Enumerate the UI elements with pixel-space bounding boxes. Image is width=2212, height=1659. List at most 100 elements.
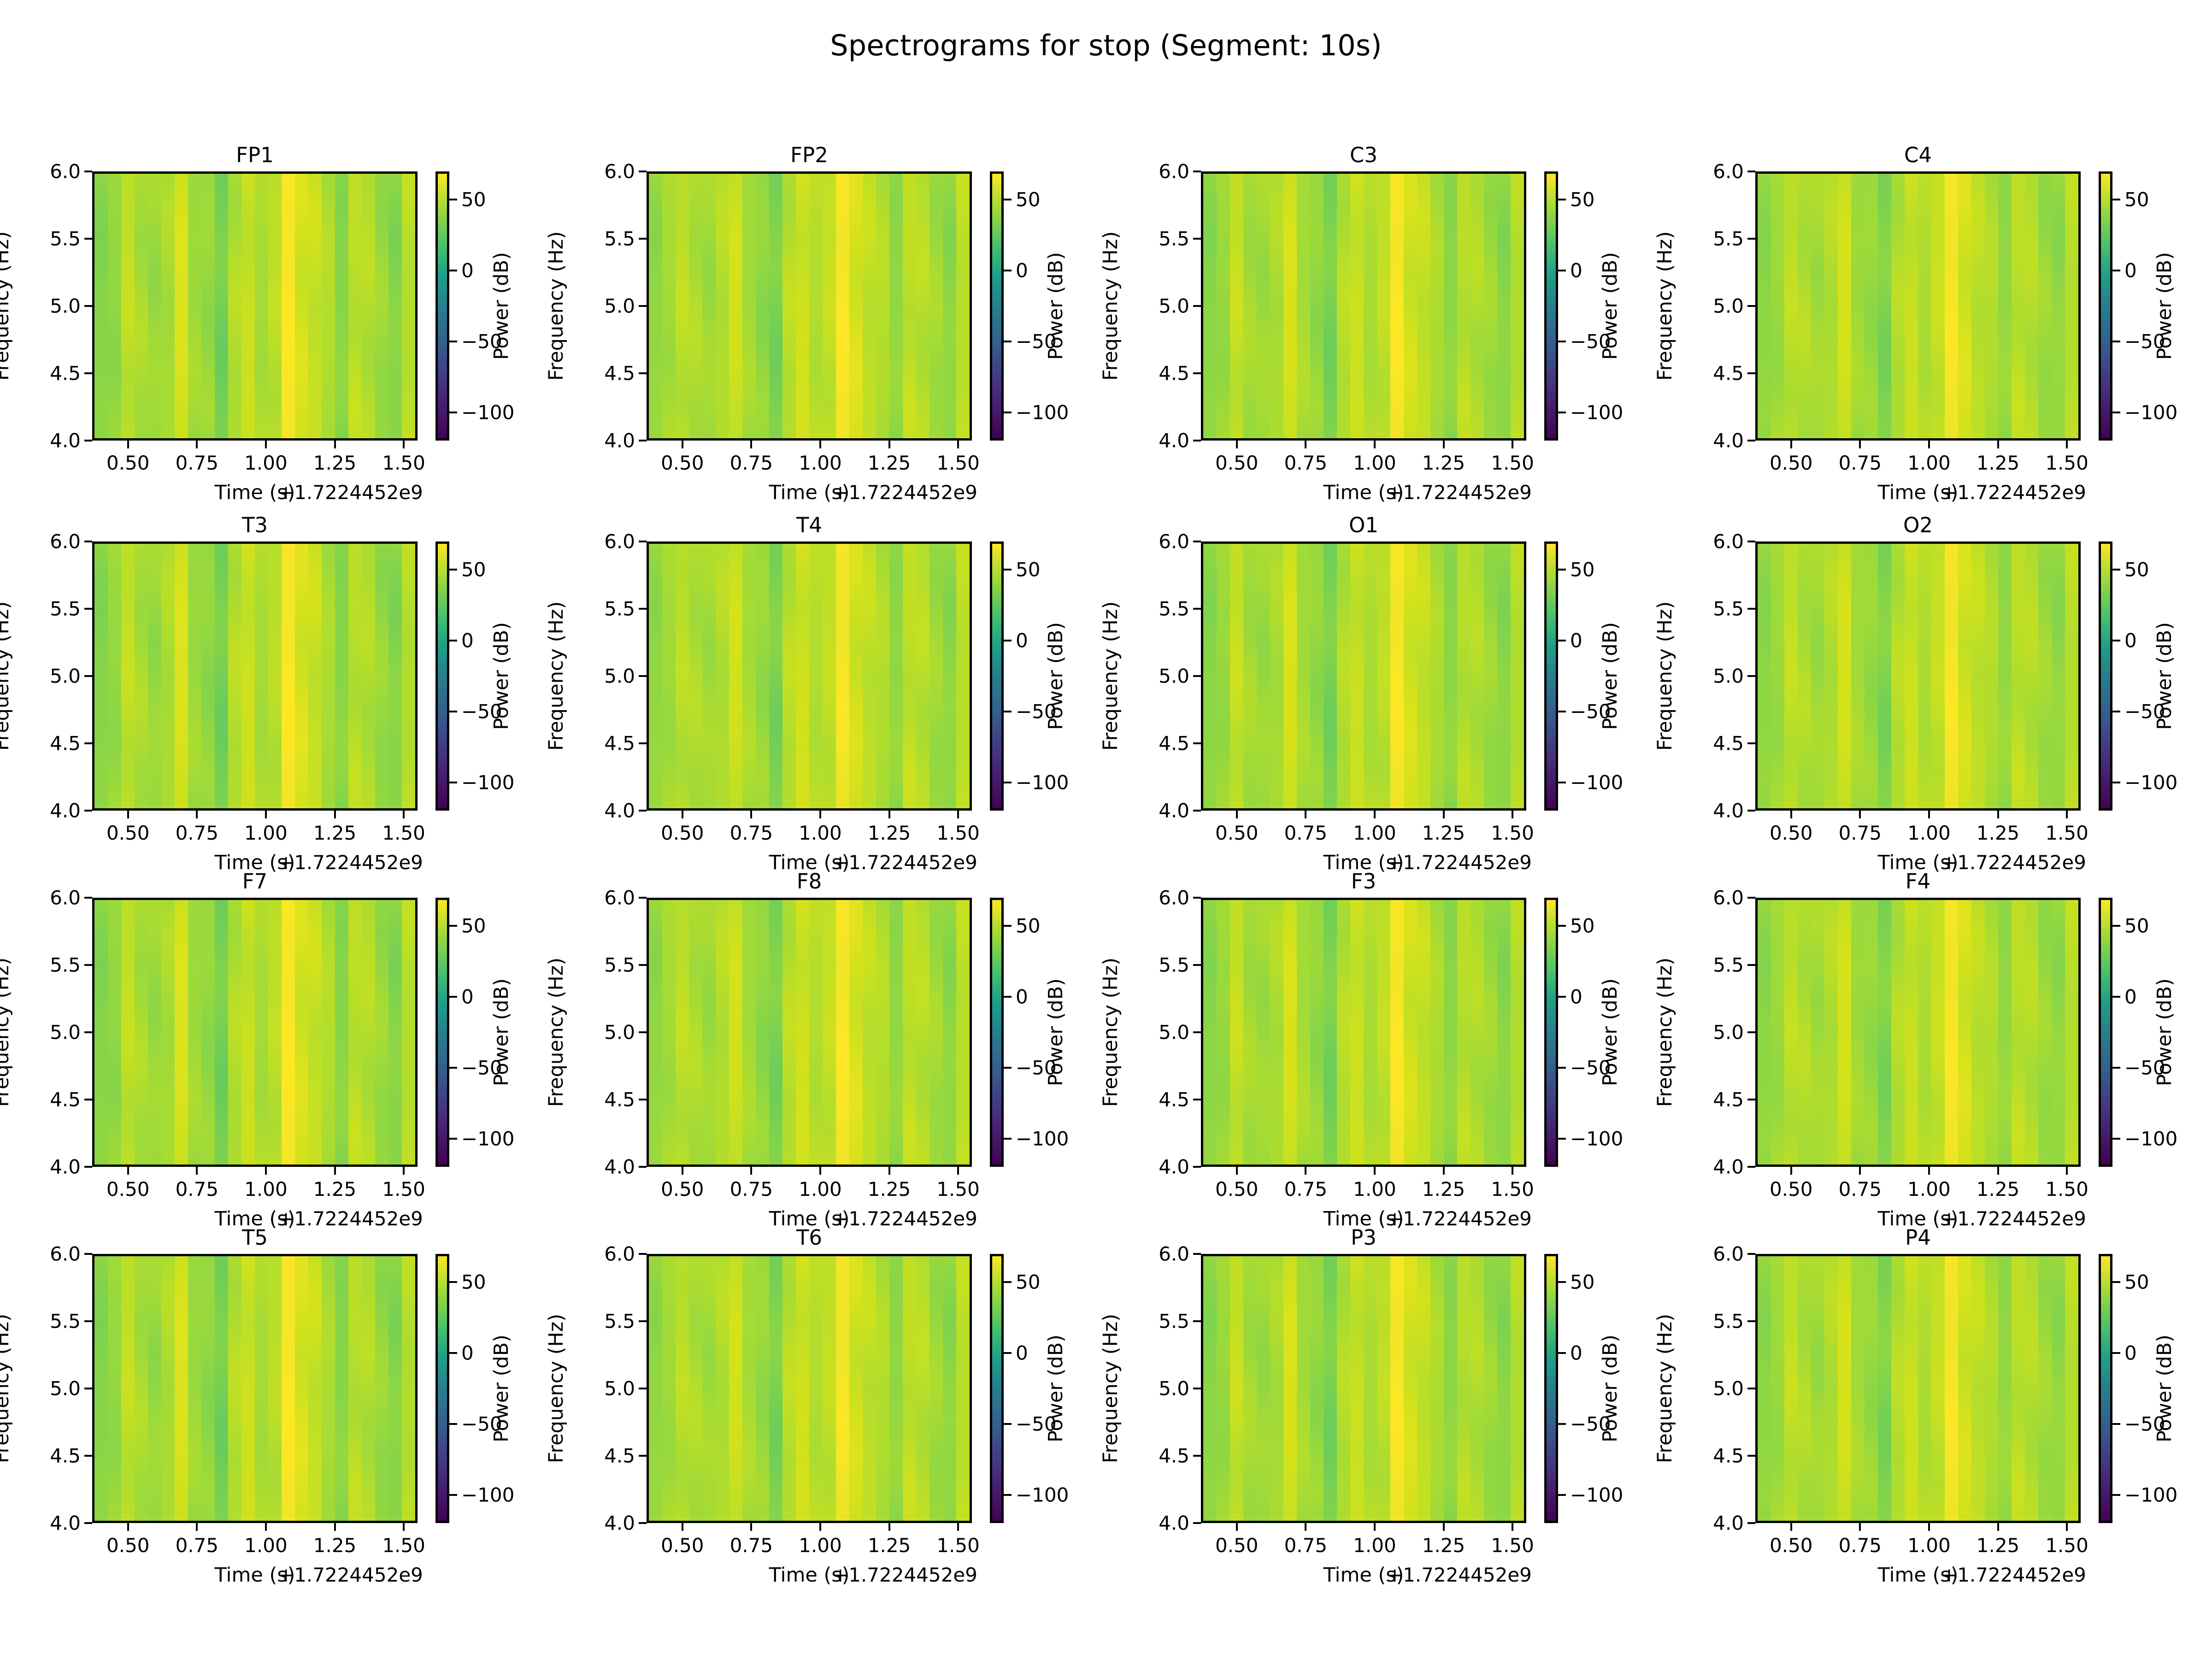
spectrogram-column xyxy=(1511,544,1524,808)
colorbar[interactable] xyxy=(2099,898,2112,1167)
x-tick-mark xyxy=(681,1523,683,1531)
x-tick-label: 1.00 xyxy=(1907,1178,1951,1200)
spectrogram-column xyxy=(1824,174,1838,438)
y-axis-label: Frequency (Hz) xyxy=(1099,601,1122,751)
spectrogram-column xyxy=(649,1256,662,1521)
x-tick-mark xyxy=(1442,1523,1445,1531)
colorbar[interactable] xyxy=(1544,541,1558,811)
colorbar[interactable] xyxy=(2099,541,2112,811)
x-tick-mark xyxy=(1373,1167,1376,1175)
colorbar[interactable] xyxy=(1544,1254,1558,1523)
spectrogram-column xyxy=(1771,1256,1784,1521)
colorbar[interactable] xyxy=(990,541,1004,811)
spectrogram-column xyxy=(729,900,742,1165)
colorbar[interactable] xyxy=(990,1254,1004,1523)
spectrogram-axes[interactable] xyxy=(92,171,418,441)
colorbar-tick-mark xyxy=(1558,996,1566,998)
spectrogram-column xyxy=(1337,900,1350,1165)
spectrogram-column xyxy=(1390,544,1404,808)
colorbar-tick-mark xyxy=(449,340,457,342)
x-axis-label: Time (s) xyxy=(769,481,850,504)
spectrogram-axes[interactable] xyxy=(647,541,972,811)
colorbar-tick-label: −100 xyxy=(1570,401,1624,424)
y-tick-label: 6.0 xyxy=(1713,160,1744,183)
y-tick-label: 6.0 xyxy=(604,1242,635,1265)
spectrogram-column xyxy=(1203,900,1217,1165)
spectrogram-axes[interactable] xyxy=(647,1254,972,1523)
y-tick-label: 5.0 xyxy=(604,294,635,318)
y-tick-mark xyxy=(1747,1166,1755,1168)
x-tick-label: 1.50 xyxy=(2045,1178,2088,1200)
x-tick-mark xyxy=(196,441,198,448)
spectrogram-column xyxy=(1430,900,1444,1165)
y-tick-label: 5.0 xyxy=(604,665,635,688)
y-tick-mark xyxy=(1193,440,1201,441)
spectrogram-axes[interactable] xyxy=(1201,1254,1526,1523)
x-tick-label: 0.50 xyxy=(1215,1534,1259,1557)
spectrogram-column xyxy=(148,174,161,438)
colorbar[interactable] xyxy=(435,1254,449,1523)
spectrogram-axes[interactable] xyxy=(1755,1254,2081,1523)
spectrogram-column xyxy=(1798,544,1811,808)
colorbar[interactable] xyxy=(2099,1254,2112,1523)
colorbar-label: Power (dB) xyxy=(2153,978,2176,1087)
colorbar[interactable] xyxy=(2099,171,2112,441)
spectrogram-column xyxy=(1283,174,1297,438)
y-tick-label: 5.0 xyxy=(50,294,81,318)
spectrogram-axes[interactable] xyxy=(647,898,972,1167)
spectrogram-column xyxy=(335,544,348,808)
colorbar-tick-label: −100 xyxy=(461,1483,515,1506)
spectrogram-axes[interactable] xyxy=(92,541,418,811)
colorbar[interactable] xyxy=(435,898,449,1167)
colorbar-tick-mark xyxy=(1004,1494,1012,1496)
x-tick-mark xyxy=(127,1523,129,1531)
spectrogram-column xyxy=(689,544,702,808)
spectrogram-axes[interactable] xyxy=(1755,541,2081,811)
colorbar-tick-label: 50 xyxy=(1570,558,1595,581)
spectrogram-column xyxy=(1257,900,1270,1165)
y-tick-mark xyxy=(1747,1031,1755,1033)
colorbar[interactable] xyxy=(990,898,1004,1167)
y-tick-mark xyxy=(84,810,92,812)
colorbar[interactable] xyxy=(435,541,449,811)
spectrogram-axes[interactable] xyxy=(1201,171,1526,441)
spectrogram-column xyxy=(1771,174,1784,438)
colorbar[interactable] xyxy=(1544,171,1558,441)
spectrogram-axes[interactable] xyxy=(1755,898,2081,1167)
spectrogram-axes[interactable] xyxy=(1755,171,2081,441)
spectrogram-axes[interactable] xyxy=(1201,898,1526,1167)
colorbar[interactable] xyxy=(1544,898,1558,1167)
spectrogram-column xyxy=(402,544,415,808)
spectrogram-axes[interactable] xyxy=(647,171,972,441)
y-tick-mark xyxy=(639,541,647,542)
spectrogram-column xyxy=(863,544,876,808)
x-axis-offset-text: +1.7224452e9 xyxy=(278,1564,423,1586)
colorbar[interactable] xyxy=(435,171,449,441)
spectrogram-column xyxy=(121,1256,135,1521)
y-tick-mark xyxy=(84,1099,92,1100)
spectrogram-axes[interactable] xyxy=(92,898,418,1167)
x-axis-offset-text: +1.7224452e9 xyxy=(1941,1207,2086,1230)
y-tick-label: 6.0 xyxy=(1159,1242,1189,1265)
spectrogram-column xyxy=(1310,544,1324,808)
spectrogram-image xyxy=(1203,174,1524,438)
colorbar[interactable] xyxy=(990,171,1004,441)
spectrogram-axes[interactable] xyxy=(1201,541,1526,811)
spectrogram-column xyxy=(402,1256,415,1521)
spectrogram-column xyxy=(1771,900,1784,1165)
spectrogram-axes[interactable] xyxy=(92,1254,418,1523)
x-tick-mark xyxy=(1235,1523,1238,1531)
colorbar-tick-label: −50 xyxy=(2124,1056,2165,1079)
spectrogram-column xyxy=(1811,544,1824,808)
spectrogram-column xyxy=(175,1256,188,1521)
spectrogram-column xyxy=(649,900,662,1165)
x-tick-label: 1.50 xyxy=(2045,822,2088,844)
colorbar-tick-label: 50 xyxy=(461,558,486,581)
spectrogram-column xyxy=(1878,900,1891,1165)
y-tick-mark xyxy=(639,305,647,307)
spectrogram-column xyxy=(282,174,295,438)
figure-suptitle: Spectrograms for stop (Segment: 10s) xyxy=(830,29,1382,62)
